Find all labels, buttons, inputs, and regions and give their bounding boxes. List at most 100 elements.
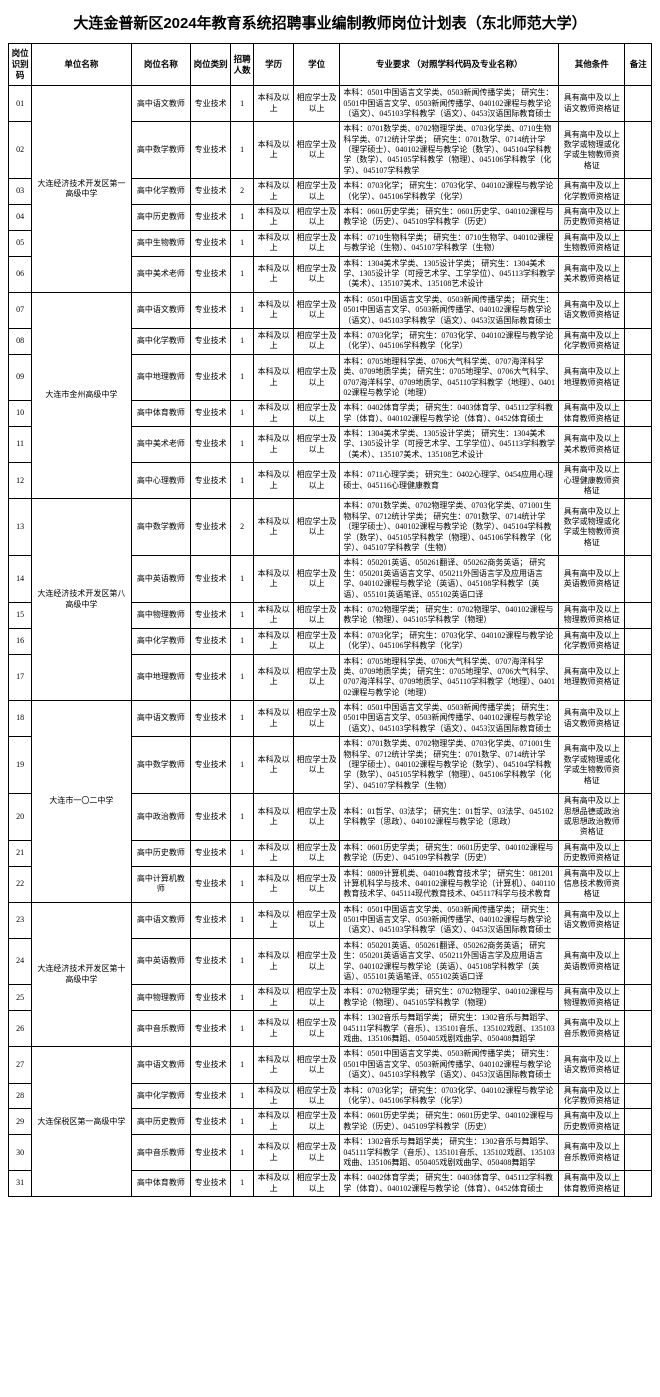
cell-num: 1: [231, 292, 254, 328]
cell-note: [625, 737, 652, 794]
cell-id: 30: [9, 1135, 32, 1171]
cell-post: 高中历史教师: [131, 205, 191, 231]
cell-id: 15: [9, 602, 32, 628]
cell-id: 10: [9, 401, 32, 427]
cell-post: 高中数学教师: [131, 499, 191, 556]
cell-cat: 专业技术: [191, 427, 231, 463]
cell-edu: 本科及以上: [254, 427, 294, 463]
cell-unit: 大连市一〇二中学: [32, 701, 131, 903]
cell-req: 本科：1302音乐与舞蹈学类； 研究生：1302音乐与舞蹈学、045111学科教…: [340, 1135, 559, 1171]
cell-other: 具有高中及以上数学或物理或化学或生物教师资格证: [559, 499, 625, 556]
cell-edu: 本科及以上: [254, 794, 294, 841]
cell-req: 本科：0705地理科学类、0706大气科学类、0707海洋科学类、0709地质学…: [340, 654, 559, 701]
cell-other: 具有高中及以上地理教师资格证: [559, 354, 625, 401]
cell-num: 1: [231, 463, 254, 499]
cell-cat: 专业技术: [191, 122, 231, 179]
cell-cat: 专业技术: [191, 230, 231, 256]
cell-id: 01: [9, 86, 32, 122]
cell-deg: 相应学士及以上: [293, 840, 339, 866]
cell-req: 本科：0402体育学类； 研究生：0403体育学、045112学科教学（体育）、…: [340, 1171, 559, 1197]
cell-id: 22: [9, 866, 32, 902]
cell-unit: 大连经济技术开发区第八高级中学: [32, 499, 131, 701]
cell-req: 本科：1304美术学类、1305设计学类； 研究生：1304美术学、1305设计…: [340, 256, 559, 292]
cell-post: 高中历史教师: [131, 840, 191, 866]
cell-num: 1: [231, 902, 254, 938]
cell-cat: 专业技术: [191, 1011, 231, 1047]
cell-other: 具有高中及以上语文教师资格证: [559, 902, 625, 938]
cell-post: 高中英语教师: [131, 938, 191, 985]
cell-id: 12: [9, 463, 32, 499]
cell-post: 高中化学教师: [131, 628, 191, 654]
cell-num: 1: [231, 86, 254, 122]
cell-edu: 本科及以上: [254, 463, 294, 499]
cell-post: 高中英语教师: [131, 556, 191, 603]
cell-id: 07: [9, 292, 32, 328]
cell-cat: 专业技术: [191, 1083, 231, 1109]
cell-req: 本科：0501中国语言文学类、0503新闻传播学类； 研究生：0501中国语言文…: [340, 86, 559, 122]
cell-cat: 专业技术: [191, 256, 231, 292]
cell-other: 具有高中及以上化学教师资格证: [559, 1083, 625, 1109]
cell-edu: 本科及以上: [254, 179, 294, 205]
cell-other: 具有高中及以上音乐教师资格证: [559, 1135, 625, 1171]
cell-cat: 专业技术: [191, 401, 231, 427]
cell-post: 高中音乐教师: [131, 1135, 191, 1171]
cell-edu: 本科及以上: [254, 866, 294, 902]
cell-post: 高中地理教师: [131, 654, 191, 701]
cell-edu: 本科及以上: [254, 1135, 294, 1171]
cell-deg: 相应学士及以上: [293, 427, 339, 463]
cell-id: 03: [9, 179, 32, 205]
cell-deg: 相应学士及以上: [293, 401, 339, 427]
cell-num: 1: [231, 328, 254, 354]
page-title: 大连金普新区2024年教育系统招聘事业编制教师岗位计划表（东北师范大学）: [8, 12, 652, 33]
cell-post: 高中地理教师: [131, 354, 191, 401]
cell-other: 具有高中及以上英语教师资格证: [559, 938, 625, 985]
cell-cat: 专业技术: [191, 902, 231, 938]
cell-other: 具有高中及以上语文教师资格证: [559, 86, 625, 122]
cell-edu: 本科及以上: [254, 401, 294, 427]
cell-note: [625, 654, 652, 701]
cell-req: 本科：0711心理学类； 研究生：0402心理学、0454应用心理硕士、0451…: [340, 463, 559, 499]
cell-edu: 本科及以上: [254, 902, 294, 938]
cell-note: [625, 866, 652, 902]
cell-note: [625, 1083, 652, 1109]
table-row: 27大连保税区第一高级中学高中语文教师专业技术1本科及以上相应学士及以上本科：0…: [9, 1047, 652, 1083]
cell-cat: 专业技术: [191, 602, 231, 628]
cell-num: 1: [231, 794, 254, 841]
cell-note: [625, 179, 652, 205]
cell-id: 20: [9, 794, 32, 841]
cell-post: 高中语文教师: [131, 902, 191, 938]
cell-note: [625, 1171, 652, 1197]
cell-cat: 专业技术: [191, 701, 231, 737]
cell-note: [625, 1109, 652, 1135]
cell-cat: 专业技术: [191, 938, 231, 985]
cell-cat: 专业技术: [191, 1047, 231, 1083]
cell-req: 本科：050201英语、050261翻译、050262商务英语； 研究生：050…: [340, 556, 559, 603]
cell-other: 具有高中及以上语文教师资格证: [559, 701, 625, 737]
cell-post: 高中音乐教师: [131, 1011, 191, 1047]
cell-other: 具有高中及以上化学教师资格证: [559, 328, 625, 354]
cell-post: 高中美术老师: [131, 427, 191, 463]
cell-post: 高中语文教师: [131, 1047, 191, 1083]
cell-num: 1: [231, 1171, 254, 1197]
cell-deg: 相应学士及以上: [293, 902, 339, 938]
cell-deg: 相应学士及以上: [293, 205, 339, 231]
cell-deg: 相应学士及以上: [293, 499, 339, 556]
cell-post: 高中化学教师: [131, 1083, 191, 1109]
cell-num: 1: [231, 840, 254, 866]
cell-edu: 本科及以上: [254, 985, 294, 1011]
cell-cat: 专业技术: [191, 1109, 231, 1135]
cell-edu: 本科及以上: [254, 1109, 294, 1135]
cell-deg: 相应学士及以上: [293, 938, 339, 985]
cell-id: 06: [9, 256, 32, 292]
cell-deg: 相应学士及以上: [293, 737, 339, 794]
table-row: 23大连经济技术开发区第十高级中学高中语文教师专业技术1本科及以上相应学士及以上…: [9, 902, 652, 938]
cell-cat: 专业技术: [191, 179, 231, 205]
cell-num: 1: [231, 1135, 254, 1171]
table-row: 13大连经济技术开发区第八高级中学高中数学教师专业技术2本科及以上相应学士及以上…: [9, 499, 652, 556]
cell-id: 19: [9, 737, 32, 794]
cell-cat: 专业技术: [191, 866, 231, 902]
cell-edu: 本科及以上: [254, 499, 294, 556]
cell-post: 高中历史教师: [131, 1109, 191, 1135]
cell-req: 本科：01哲学、03法学； 研究生：01哲学、03法学、045102学科教学（思…: [340, 794, 559, 841]
cell-id: 11: [9, 427, 32, 463]
